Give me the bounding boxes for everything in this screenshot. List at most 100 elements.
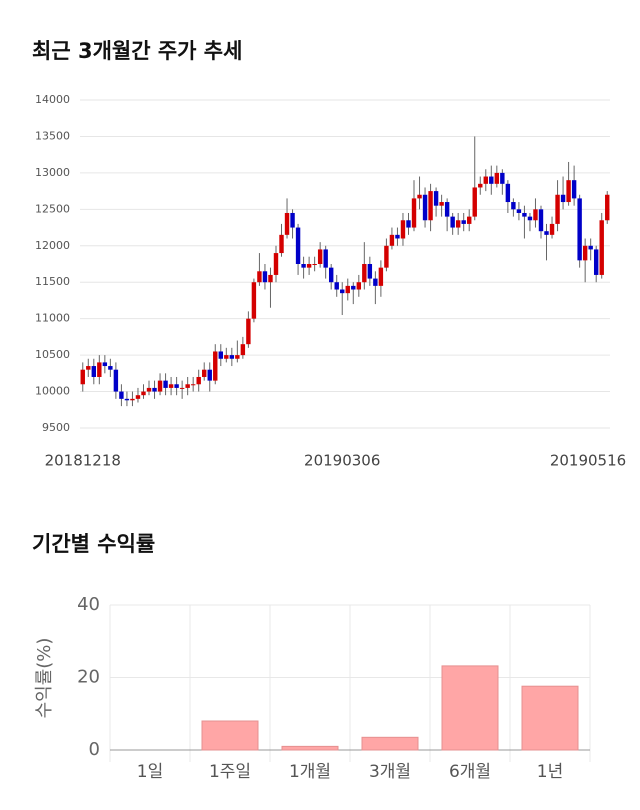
- candle-body: [605, 194, 610, 221]
- candle-body: [124, 398, 130, 401]
- candle-body: [544, 231, 549, 235]
- candle-body: [522, 212, 527, 217]
- y-axis-label: 수익률(%): [34, 638, 55, 719]
- candle-body: [533, 209, 538, 221]
- x-tick-label: 1주일: [209, 762, 251, 782]
- candle-body: [268, 274, 273, 283]
- candle-body: [389, 234, 395, 246]
- y-tick-label: 10000: [35, 385, 70, 398]
- candle-body: [80, 369, 85, 385]
- candle-body: [455, 220, 461, 228]
- candle-body: [279, 234, 284, 254]
- candle-body: [141, 391, 146, 396]
- candle-body: [373, 278, 378, 286]
- candle-body: [494, 172, 500, 184]
- candle-body: [317, 249, 323, 264]
- candle-body: [130, 398, 135, 401]
- x-tick-label: 6개월: [449, 762, 491, 782]
- candle-body: [516, 209, 522, 213]
- candle-body: [262, 271, 268, 283]
- bar: [361, 736, 419, 751]
- candle-body: [97, 362, 102, 377]
- candle-body: [251, 282, 257, 319]
- candle-body: [599, 220, 604, 275]
- candle-body: [301, 264, 306, 268]
- bar: [281, 745, 339, 751]
- candle-body: [108, 366, 113, 370]
- y-tick-label: 13500: [35, 129, 70, 142]
- candle-body: [500, 172, 505, 184]
- candle-body: [284, 212, 290, 235]
- y-tick-label: 9500: [42, 421, 70, 434]
- chart-title: 기간별 수익률: [32, 532, 155, 556]
- x-tick-label: 1년: [537, 762, 563, 782]
- x-tick-label: 20181218: [45, 452, 121, 470]
- candle-body: [356, 282, 362, 290]
- candle-body: [571, 180, 577, 199]
- candle-body: [135, 395, 141, 399]
- candle-body: [174, 384, 179, 388]
- candle-body: [362, 264, 367, 283]
- y-tick-label: 0: [89, 739, 100, 760]
- y-tick-label: 13000: [35, 166, 70, 179]
- candle-body: [235, 355, 240, 359]
- candle-body: [527, 216, 533, 221]
- candle-body: [367, 264, 373, 279]
- chart-title: 최근 3개월간 주가 추세: [32, 39, 242, 63]
- candle-body: [207, 369, 212, 381]
- candle-body: [224, 355, 229, 359]
- y-tick-label: 12500: [35, 202, 70, 215]
- candle-body: [417, 194, 422, 199]
- candle-body: [406, 220, 411, 228]
- candle-body: [400, 220, 406, 239]
- candle-body: [351, 285, 356, 290]
- y-tick-label: 11000: [35, 312, 70, 325]
- candle-body: [273, 253, 279, 275]
- candle-body: [113, 369, 119, 392]
- x-tick-label: 20190516: [550, 452, 626, 470]
- candle-body: [163, 380, 168, 388]
- candle-body: [444, 202, 450, 217]
- candle-body: [196, 376, 201, 385]
- candle-body: [229, 355, 235, 359]
- candle-body: [202, 369, 207, 377]
- candle-body: [378, 267, 384, 286]
- candle-body: [588, 245, 593, 250]
- bar: [441, 665, 499, 751]
- candle-body: [168, 384, 174, 388]
- candle-body: [312, 264, 317, 265]
- x-tick-label: 1개월: [289, 762, 331, 782]
- candle-body: [91, 366, 97, 377]
- candle-body: [179, 387, 185, 389]
- candle-body: [428, 191, 433, 221]
- candle-body: [439, 202, 444, 206]
- candle-body: [157, 380, 163, 392]
- candle-body: [395, 234, 400, 239]
- candle-body: [86, 366, 91, 370]
- candle-body: [538, 209, 544, 232]
- candle-body: [467, 216, 472, 224]
- candle-body: [240, 344, 246, 356]
- candle-body: [295, 227, 301, 264]
- x-tick-label: 20190306: [304, 452, 380, 470]
- candle-body: [472, 187, 477, 217]
- candle-body: [411, 198, 417, 228]
- candle-body: [384, 245, 389, 268]
- candle-body: [257, 271, 262, 283]
- y-tick-label: 12000: [35, 239, 70, 252]
- candle-body: [478, 183, 483, 188]
- candle-body: [593, 249, 599, 275]
- candle-body: [345, 285, 350, 294]
- candle-body: [560, 194, 566, 203]
- candle-body: [505, 183, 511, 203]
- candle-body: [422, 194, 428, 221]
- candle-body: [185, 384, 190, 388]
- candle-body: [549, 223, 555, 235]
- bar: [201, 720, 259, 751]
- candle-body: [306, 264, 312, 268]
- bar: [521, 685, 579, 751]
- candle-body: [290, 212, 295, 228]
- candle-body: [555, 194, 560, 224]
- candle-body: [582, 245, 588, 261]
